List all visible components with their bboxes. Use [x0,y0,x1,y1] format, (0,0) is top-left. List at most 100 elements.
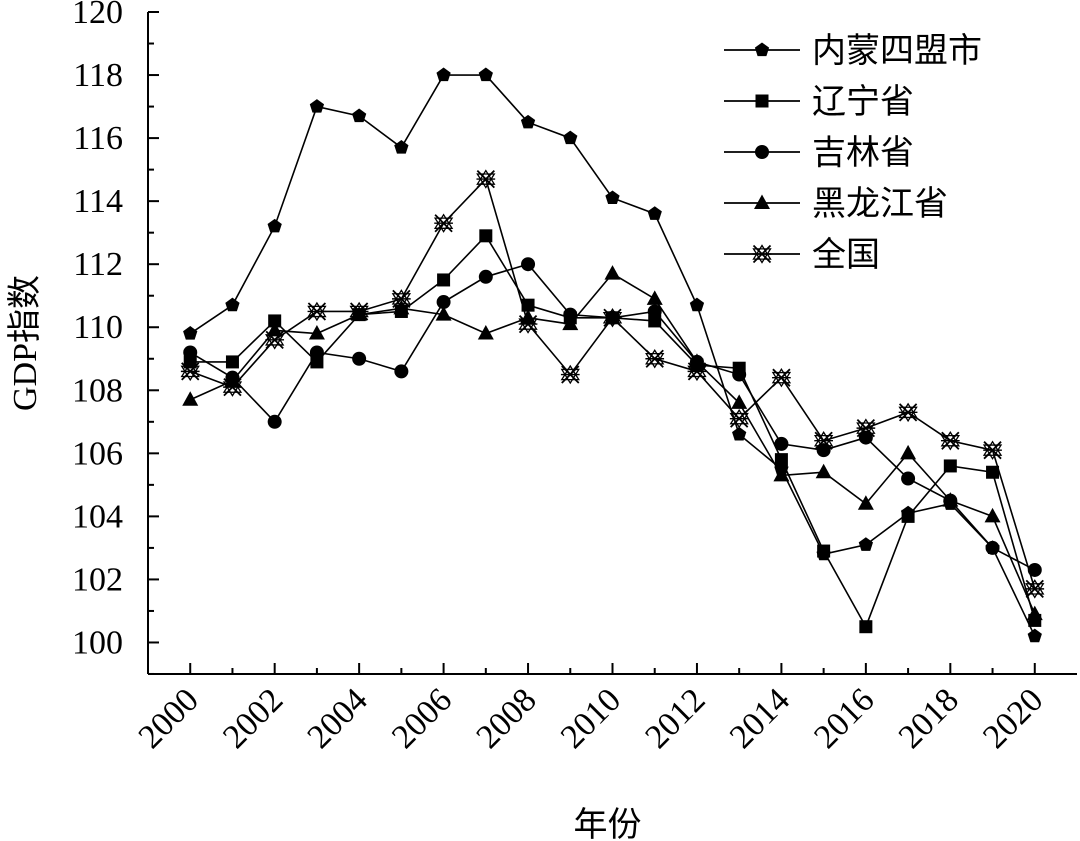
legend-item: 全国 [724,236,880,274]
data-point [267,414,282,429]
series-4 [182,265,1043,621]
data-point [520,114,536,129]
series-line [190,234,1036,629]
data-point [391,289,412,309]
y-tick-label: 110 [73,309,123,346]
x-tick-label: 2004 [301,681,375,755]
data-point [352,108,367,123]
x-tick-label: 2000 [132,681,206,755]
data-point [645,349,665,369]
legend-marker [752,244,772,264]
y-axis-title: GDP指数 [6,275,44,411]
legend-item: 辽宁省 [724,83,914,121]
data-point [521,298,535,312]
data-point [900,444,917,460]
data-point [605,190,620,205]
data-point [813,430,834,451]
data-point [437,273,451,287]
legend-marker [755,145,769,159]
series-layer [180,67,1045,643]
series-2 [183,229,1042,634]
data-point [309,345,324,360]
data-point [478,269,493,284]
data-point [352,351,367,366]
data-point [986,465,1000,479]
x-tick-label: 2002 [216,681,290,755]
data-point [687,361,707,382]
data-point [857,495,874,510]
y-tick-label: 102 [72,561,123,598]
data-point [394,140,409,154]
data-point [773,466,790,482]
data-point [729,408,749,429]
data-point [774,453,788,467]
data-point [476,169,496,189]
data-point [1026,605,1043,621]
data-point [563,130,578,145]
data-point [307,301,327,322]
data-point [815,463,832,479]
data-point [731,394,748,409]
legend-item: 黑龙江省 [724,185,948,223]
data-point [646,290,663,305]
data-point [182,391,199,406]
data-point [732,426,747,441]
y-tick-label: 100 [72,624,123,661]
x-tick-label: 2012 [638,681,712,755]
legend-label: 全国 [812,236,880,274]
data-point [183,345,198,360]
data-point [858,537,873,551]
data-point [477,325,494,340]
y-tick-label: 108 [72,372,123,409]
data-point [394,364,409,379]
y-tick-label: 120 [72,0,123,31]
data-point [562,315,579,331]
data-point [856,418,876,438]
data-point [518,314,538,334]
data-point [604,265,621,280]
data-point [985,540,1000,555]
data-point [435,306,452,321]
data-point [942,492,959,507]
data-point [943,459,957,473]
legend-item: 内蒙四盟市 [724,32,982,70]
y-tick-label: 112 [73,246,123,283]
x-tick-label: 2010 [554,681,628,755]
series-line [189,177,1036,590]
legend-item: 吉林省 [724,134,914,172]
legend-label: 辽宁省 [812,83,914,121]
y-tick-label: 106 [72,435,123,472]
data-point [222,377,243,397]
data-point [648,314,662,328]
data-point [521,257,536,272]
data-point [1027,562,1042,577]
data-point [309,99,325,113]
data-point [180,361,200,382]
data-point [901,471,916,486]
data-point [225,355,239,369]
x-tick-label: 2020 [976,681,1050,755]
y-tick-label: 118 [73,57,123,94]
data-point [183,326,198,340]
data-point [647,304,662,319]
data-point [268,314,282,328]
legend-label: 黑龙江省 [812,185,948,223]
data-point [436,67,451,82]
data-point [266,321,283,337]
data-point [771,367,792,388]
data-point [265,330,285,350]
data-point [817,544,831,558]
data-point [688,353,705,368]
data-point [563,307,578,322]
data-point [984,507,1001,523]
data-point [647,206,662,220]
legend-marker [754,194,770,209]
data-point [478,67,493,82]
data-point [349,301,369,322]
x-tick-label: 2014 [723,681,797,755]
data-point [225,297,240,312]
legend-marker [754,42,770,57]
data-point [1027,628,1042,643]
